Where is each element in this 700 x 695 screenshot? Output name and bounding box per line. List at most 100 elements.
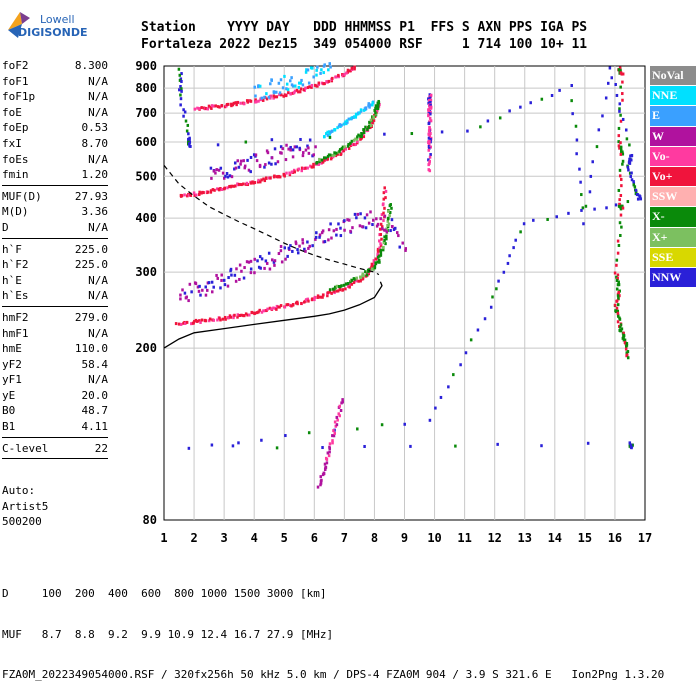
echo-point	[298, 90, 302, 94]
echo-point	[242, 314, 245, 318]
echo-point	[375, 224, 379, 228]
echo-point	[235, 103, 238, 107]
echo-point	[619, 323, 623, 327]
echo-point	[368, 120, 371, 124]
echo-point	[356, 427, 359, 431]
echo-point	[486, 119, 490, 123]
echo-point	[292, 91, 296, 95]
echo-point	[332, 429, 335, 433]
echo-point	[616, 309, 620, 313]
param-value: N/A	[88, 326, 108, 340]
echo-point	[210, 176, 213, 180]
echo-point	[316, 485, 320, 489]
echo-point	[345, 71, 348, 75]
echo-point	[428, 96, 432, 100]
param-name: hmF1	[2, 326, 29, 340]
echo-point	[558, 88, 561, 92]
polarization-legend: NoVal NNE E W Vo- Vo+ SSW X- X+ SSE NNW	[650, 66, 696, 288]
echo-point	[625, 351, 629, 355]
echo-point	[338, 149, 341, 153]
echo-point	[307, 431, 311, 435]
echo-point	[315, 160, 319, 164]
echo-point	[491, 295, 494, 299]
echo-point	[348, 69, 351, 73]
param-separator	[2, 305, 108, 307]
echo-point	[304, 249, 307, 253]
echo-point	[386, 219, 390, 223]
echo-point	[382, 241, 386, 245]
echo-point	[315, 231, 318, 235]
echo-point	[339, 226, 342, 230]
echo-point	[200, 191, 203, 195]
header-labels: Station YYYY DAY DDD HHMMSS P1 FFS S AXN…	[141, 20, 588, 35]
echo-point	[258, 163, 262, 167]
echo-point	[610, 76, 613, 80]
echo-point	[308, 85, 311, 89]
x-tick-label: 4	[251, 531, 258, 545]
x-tick-label: 1	[160, 531, 167, 545]
param-separator	[2, 184, 108, 186]
echo-point	[618, 146, 621, 150]
echo-point	[199, 320, 202, 324]
echo-point	[618, 66, 622, 70]
echo-point	[256, 259, 259, 263]
echo-point	[350, 278, 354, 282]
echo-point	[508, 109, 511, 113]
echo-point	[247, 260, 251, 264]
y-tick-label: 400	[135, 211, 157, 225]
echo-point	[429, 112, 432, 116]
param-row: hmF1 N/A	[2, 326, 108, 342]
echo-point	[334, 75, 338, 79]
echo-point	[183, 291, 187, 295]
echo-point	[335, 151, 338, 155]
echo-point	[578, 167, 581, 171]
echo-point	[320, 478, 323, 482]
echo-point	[272, 260, 276, 264]
echo-point	[344, 147, 347, 151]
echo-point	[466, 129, 469, 133]
echo-point	[237, 441, 240, 445]
echo-point	[242, 159, 245, 163]
echo-point	[216, 276, 219, 280]
echo-point	[326, 291, 330, 295]
echo-point	[626, 165, 630, 169]
echo-point	[359, 277, 363, 281]
echo-point	[383, 132, 386, 136]
echo-point	[428, 159, 431, 163]
echo-point	[340, 123, 343, 127]
echo-point	[261, 98, 265, 102]
echo-point	[293, 89, 297, 93]
echo-point	[631, 443, 634, 447]
echo-point	[372, 118, 376, 122]
echo-point	[245, 260, 249, 264]
echo-point	[546, 217, 549, 221]
echo-point	[320, 158, 324, 162]
echo-point	[311, 66, 314, 70]
echo-point	[320, 68, 323, 72]
echo-point	[291, 303, 295, 307]
echo-point	[204, 285, 207, 289]
echo-point	[508, 254, 511, 258]
echo-point	[376, 105, 380, 109]
echo-point	[211, 188, 215, 192]
param-name: h`F	[2, 242, 22, 256]
echo-point	[228, 314, 232, 318]
echo-point	[249, 259, 253, 263]
echo-point	[388, 214, 391, 218]
echo-point	[339, 234, 343, 238]
echo-point	[283, 305, 287, 309]
echo-point	[254, 98, 257, 102]
echo-point	[270, 138, 274, 142]
echo-point	[300, 166, 304, 170]
echo-point	[183, 110, 187, 114]
param-separator	[2, 237, 108, 239]
echo-point	[390, 218, 394, 222]
y-tick-label: 500	[135, 169, 157, 183]
echo-point	[273, 147, 277, 151]
echo-point	[216, 318, 219, 322]
echo-point	[240, 269, 243, 273]
x-tick-label: 7	[341, 531, 348, 545]
echo-point	[180, 72, 183, 76]
echo-point	[286, 88, 290, 92]
echo-point	[328, 132, 331, 136]
